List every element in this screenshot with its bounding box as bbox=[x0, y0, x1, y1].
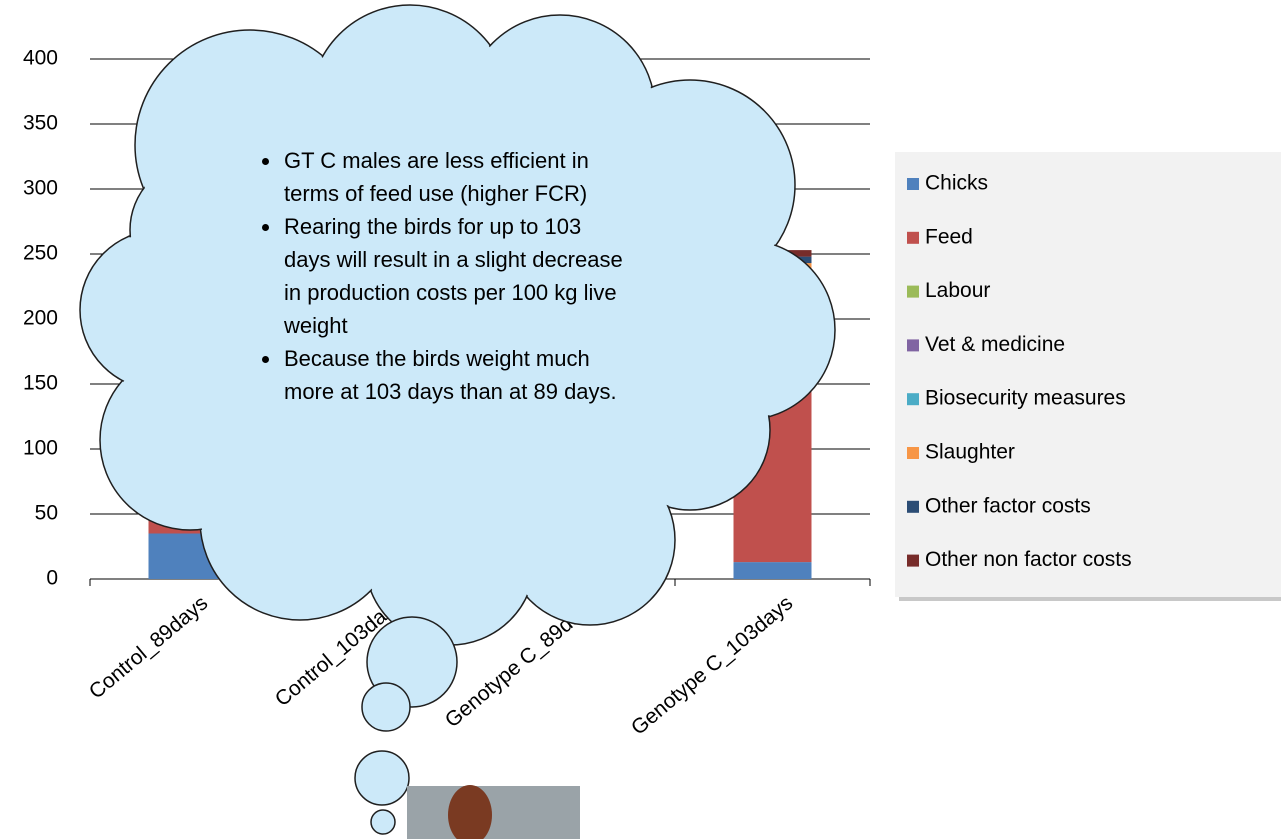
cloud-fill bbox=[181, 71, 699, 589]
thought-bubble bbox=[354, 750, 410, 806]
legend-label: Other factor costs bbox=[925, 494, 1091, 517]
legend-label: Chicks bbox=[925, 172, 988, 195]
bar-segment bbox=[733, 562, 812, 579]
legend-swatch bbox=[907, 339, 919, 352]
legend-label: Feed bbox=[925, 225, 973, 248]
legend-label: Other non factor costs bbox=[925, 548, 1132, 571]
legend-swatch bbox=[907, 500, 919, 513]
legend-label: Vet & medicine bbox=[925, 333, 1065, 356]
legend-swatch bbox=[907, 554, 919, 567]
y-tick-label: 0 bbox=[46, 567, 58, 590]
callout-bullet: Because the birds weight much more at 10… bbox=[282, 342, 630, 408]
legend-swatch bbox=[907, 447, 919, 459]
y-tick-label: 250 bbox=[23, 242, 58, 265]
thought-bubble bbox=[370, 809, 396, 835]
photo-hen bbox=[448, 785, 492, 839]
legend-swatch bbox=[907, 231, 919, 244]
y-tick-label: 300 bbox=[23, 177, 58, 200]
cloud bbox=[79, 4, 836, 646]
legend-label: Biosecurity measures bbox=[925, 387, 1126, 410]
legend-label: Labour bbox=[925, 279, 990, 302]
y-tick-label: 50 bbox=[35, 502, 58, 525]
y-tick-label: 350 bbox=[23, 112, 58, 135]
legend: Chicks Feed Labour Vet & medicine Biosecurit… bbox=[895, 152, 1281, 601]
bullet-list: GT C males are less efficient in terms o… bbox=[252, 144, 630, 408]
legend-swatch bbox=[907, 178, 919, 190]
x-tick-label: Control_89days bbox=[85, 591, 212, 703]
thought-bubble bbox=[361, 682, 411, 732]
y-tick-label: 200 bbox=[23, 307, 58, 330]
x-tick-label: Genotype C_103days bbox=[627, 591, 797, 739]
legend-swatch bbox=[907, 393, 919, 406]
legend-swatch bbox=[907, 285, 919, 298]
y-tick-label: 150 bbox=[23, 372, 58, 395]
callout-bullet: Rearing the birds for up to 103 days wil… bbox=[282, 210, 630, 342]
y-tick-label: 100 bbox=[23, 437, 58, 460]
callout-text: GT C males are less efficient in terms o… bbox=[252, 144, 630, 408]
legend-box bbox=[895, 152, 1281, 597]
callout-bullet: GT C males are less efficient in terms o… bbox=[282, 144, 630, 210]
legend-label: Slaughter bbox=[925, 441, 1015, 464]
photo bbox=[407, 786, 580, 839]
y-tick-label: 400 bbox=[23, 47, 58, 70]
